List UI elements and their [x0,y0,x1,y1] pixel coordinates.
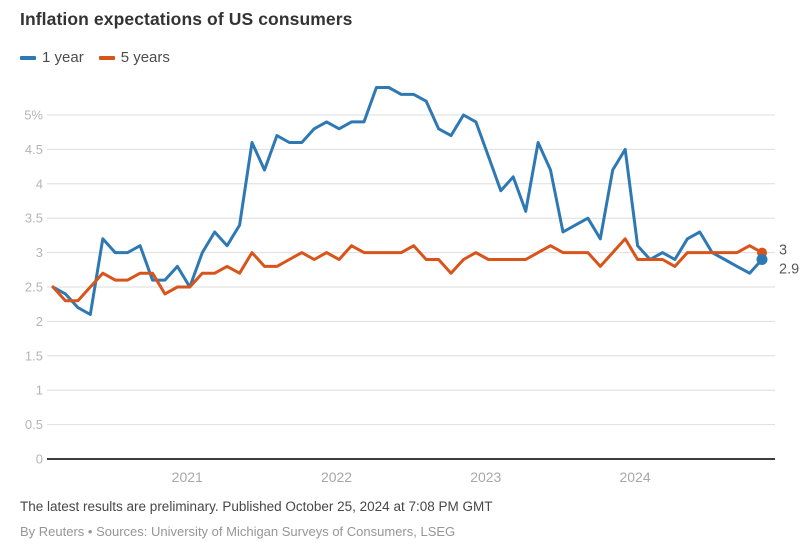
x-tick-label: 2022 [321,469,352,485]
x-tick-label: 2021 [172,469,203,485]
gridlines [47,114,775,460]
legend-swatch-5-years-icon [98,56,115,60]
legend-label-1-year: 1 year [42,49,84,66]
series-line-5-years [51,237,764,303]
line-chart: 5% 4.5 4 3.5 3 2.5 2 1.5 1 0.5 0 2021 2022 2023 2024 3 2… [24,86,799,485]
y-tick-label: 3 [36,245,43,260]
chart-title: Inflation expectations of US consumers [20,9,353,29]
x-tick-label: 2023 [470,469,501,485]
end-label-5-years: 3 [779,243,787,259]
series-line-1-year [51,86,764,316]
y-tick-label: 4.5 [25,142,43,157]
y-tick-label: 1.5 [25,348,43,363]
y-tick-label: 4 [36,176,43,191]
y-tick-label: 0 [36,452,43,467]
chart-byline: By Reuters • Sources: University of Mich… [20,524,456,539]
y-tick-label: 0.5 [25,417,43,432]
end-label-1-year: 2.9 [779,261,799,277]
chart-note: The latest results are preliminary. Publ… [20,499,493,514]
y-tick-label: 1 [36,383,43,398]
y-tick-label: 5% [24,108,43,123]
y-axis-labels: 5% 4.5 4 3.5 3 2.5 2 1.5 1 0.5 0 [24,108,43,467]
y-tick-label: 2 [36,314,43,329]
legend-swatch-1-year-icon [20,56,36,60]
series-end-dot-1-year [756,253,768,265]
legend-label-5-years: 5 years [120,49,170,66]
legend: 1 year 5 years [20,49,170,67]
x-tick-label: 2024 [619,469,650,485]
x-axis-labels: 2021 2022 2023 2024 [172,469,651,485]
y-tick-label: 2.5 [25,280,43,295]
legend-item-5-years: 5 years [98,49,170,67]
y-tick-label: 3.5 [25,211,43,226]
legend-item-1-year: 1 year [20,49,84,67]
